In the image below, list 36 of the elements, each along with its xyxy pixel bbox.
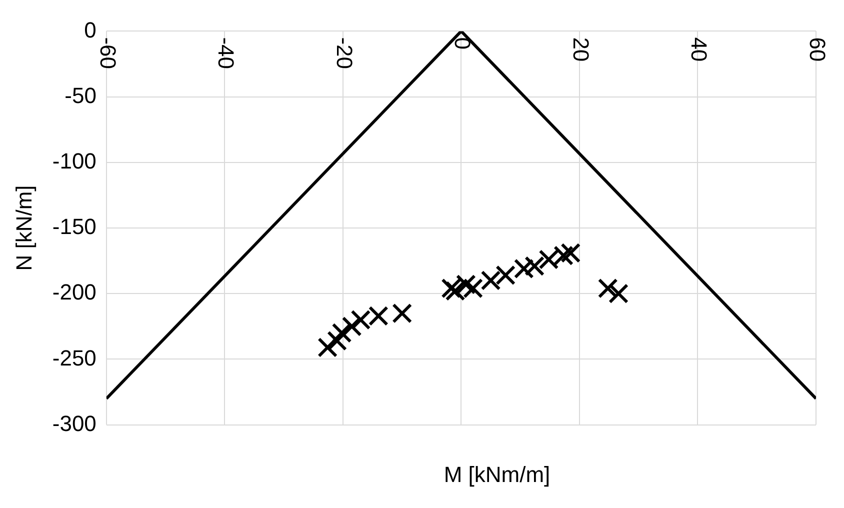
y-tick-label: -300 [52, 410, 96, 436]
y-tick-label: -250 [52, 345, 96, 370]
point [560, 242, 581, 263]
x-tick-label: -60 [95, 37, 120, 69]
point [392, 303, 412, 324]
point [456, 274, 476, 294]
x-tick-label: 40 [686, 37, 712, 62]
point [554, 246, 574, 266]
point [445, 280, 466, 301]
point [342, 316, 362, 336]
point [350, 310, 371, 330]
y-tick-label: -150 [52, 214, 96, 240]
x-axis-title: M [kNm/m] [442, 462, 552, 488]
y-tick-label: -50 [64, 82, 96, 108]
point [327, 330, 348, 351]
point [368, 306, 388, 326]
point [598, 278, 618, 298]
point [538, 250, 559, 270]
x-tick-label: 0 [450, 37, 476, 50]
point [608, 284, 628, 304]
x-tick-label: -40 [214, 37, 239, 69]
point [463, 278, 484, 298]
y-tick-label: 0 [84, 17, 96, 42]
point [332, 322, 352, 343]
point [480, 270, 501, 290]
y-tick-label: -200 [52, 280, 96, 305]
x-tick-label: 20 [568, 37, 594, 62]
x-tick-label: 60 [804, 37, 830, 62]
y-axis-title: N [kN/m] [11, 185, 36, 271]
point [318, 337, 338, 358]
point [496, 265, 516, 286]
point [524, 256, 545, 276]
point [514, 258, 534, 279]
x-tick-label: -20 [332, 37, 357, 69]
y-tick-label: -100 [52, 148, 96, 174]
point [441, 278, 462, 298]
